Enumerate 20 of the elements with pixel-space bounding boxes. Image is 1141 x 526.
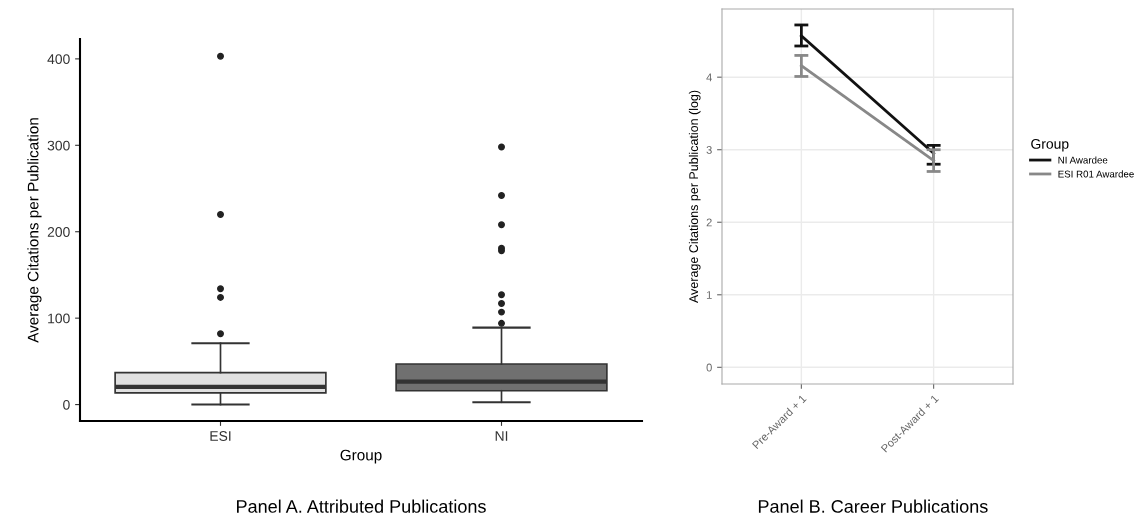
x-tick-label: NI: [495, 431, 508, 441]
y-tick-label: 1: [706, 291, 712, 299]
legend-label: NI Awardee: [1058, 156, 1108, 164]
legend-label: ESI R01 Awardee: [1058, 170, 1134, 178]
y-tick-label: 100: [48, 313, 70, 324]
text: Panel B. Career Publications: [758, 499, 988, 513]
y-axis-title: Average Citations per Publication: [27, 118, 42, 343]
x-axis-title: Group: [340, 449, 382, 464]
x-tick-label: ESI: [210, 431, 231, 441]
y-tick-label: 300: [47, 140, 70, 151]
legend-title: Group: [1031, 138, 1069, 152]
y-tick-label: 400: [47, 54, 70, 65]
y-axis-title: Average Citations per Publication (log): [688, 90, 701, 304]
y-tick-label: 3: [706, 145, 712, 154]
y-tick-label: 4: [706, 73, 712, 82]
y-tick-label: 2: [706, 218, 712, 227]
y-tick-label: 0: [706, 363, 712, 372]
text: Panel A. Attributed Publications: [237, 499, 486, 513]
y-tick-label: 0: [63, 399, 70, 410]
y-tick-label: 200: [47, 227, 70, 237]
